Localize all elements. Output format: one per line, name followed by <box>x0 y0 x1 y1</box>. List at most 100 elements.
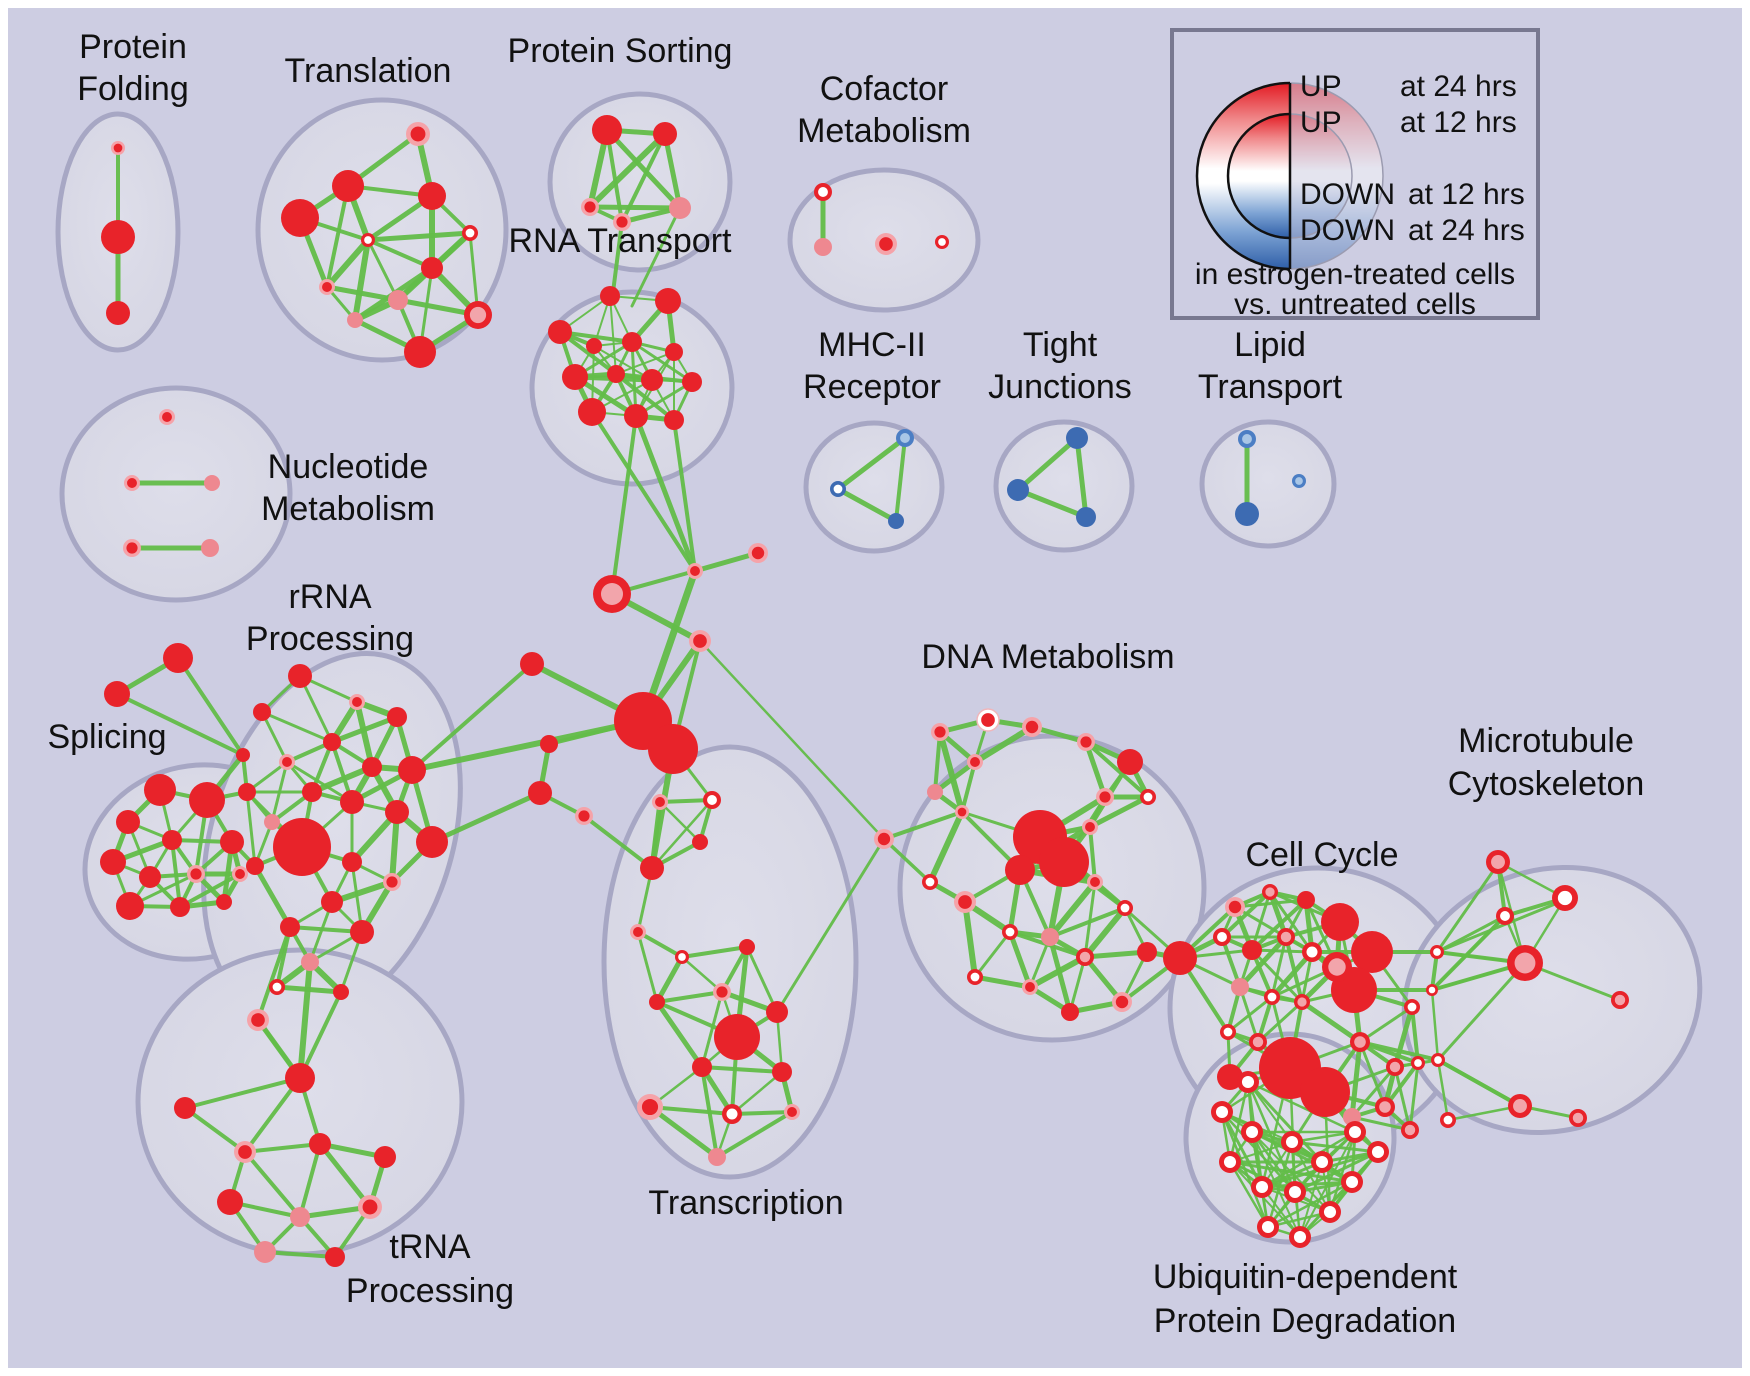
gene-node[interactable] <box>116 892 144 920</box>
gene-node[interactable] <box>220 830 244 854</box>
gene-node[interactable] <box>1039 837 1089 887</box>
gene-node[interactable] <box>350 920 374 944</box>
gene-node[interactable] <box>593 575 631 613</box>
gene-node[interactable] <box>421 257 443 279</box>
gene-node[interactable] <box>600 286 620 306</box>
gene-node[interactable] <box>1117 900 1133 916</box>
gene-node[interactable] <box>1297 891 1315 909</box>
gene-node[interactable] <box>264 814 280 830</box>
gene-node[interactable] <box>1061 1003 1079 1021</box>
gene-node[interactable] <box>1225 897 1245 917</box>
gene-node[interactable] <box>1002 924 1018 940</box>
gene-node[interactable] <box>281 199 319 237</box>
gene-node[interactable] <box>332 170 364 202</box>
gene-node[interactable] <box>1486 850 1510 874</box>
gene-node[interactable] <box>1611 991 1629 1009</box>
gene-node[interactable] <box>1257 1216 1279 1238</box>
gene-node[interactable] <box>1569 1109 1587 1127</box>
gene-node[interactable] <box>713 983 731 1001</box>
gene-node[interactable] <box>170 897 190 917</box>
gene-node[interactable] <box>748 543 768 563</box>
gene-node[interactable] <box>931 723 949 741</box>
gene-node[interactable] <box>362 757 382 777</box>
gene-node[interactable] <box>655 288 681 314</box>
gene-node[interactable] <box>1411 1056 1425 1070</box>
gene-node[interactable] <box>124 475 140 491</box>
gene-node[interactable] <box>1264 989 1280 1005</box>
gene-node[interactable] <box>406 122 430 146</box>
gene-node[interactable] <box>896 429 914 447</box>
gene-node[interactable] <box>703 791 721 809</box>
gene-node[interactable] <box>1140 789 1156 805</box>
gene-node[interactable] <box>418 182 446 210</box>
gene-node[interactable] <box>624 404 648 428</box>
gene-node[interactable] <box>290 1207 310 1227</box>
gene-node[interactable] <box>653 122 677 146</box>
gene-node[interactable] <box>1508 1094 1532 1118</box>
gene-node[interactable] <box>1507 945 1543 981</box>
gene-node[interactable] <box>247 1009 269 1031</box>
gene-node[interactable] <box>1041 928 1059 946</box>
gene-node[interactable] <box>830 481 846 497</box>
gene-node[interactable] <box>301 953 319 971</box>
gene-node[interactable] <box>361 233 375 247</box>
gene-node[interactable] <box>1426 984 1438 996</box>
gene-node[interactable] <box>1082 819 1098 835</box>
gene-node[interactable] <box>669 197 691 219</box>
gene-node[interactable] <box>687 563 703 579</box>
gene-node[interactable] <box>1117 749 1143 775</box>
gene-node[interactable] <box>1552 885 1578 911</box>
gene-node[interactable] <box>383 873 401 891</box>
gene-node[interactable] <box>204 475 220 491</box>
gene-node[interactable] <box>162 830 182 850</box>
gene-node[interactable] <box>321 891 343 913</box>
gene-node[interactable] <box>875 233 897 255</box>
gene-node[interactable] <box>144 774 176 806</box>
gene-node[interactable] <box>714 1014 760 1060</box>
gene-node[interactable] <box>581 198 599 216</box>
gene-node[interactable] <box>340 790 364 814</box>
gene-node[interactable] <box>288 664 312 688</box>
gene-node[interactable] <box>279 754 295 770</box>
gene-node[interactable] <box>1344 1121 1366 1143</box>
gene-node[interactable] <box>814 183 832 201</box>
gene-node[interactable] <box>174 1097 196 1119</box>
gene-node[interactable] <box>254 1241 276 1263</box>
gene-node[interactable] <box>692 834 708 850</box>
gene-node[interactable] <box>1281 1131 1303 1153</box>
gene-node[interactable] <box>689 630 711 652</box>
gene-node[interactable] <box>1241 1121 1263 1143</box>
gene-node[interactable] <box>665 343 683 361</box>
gene-node[interactable] <box>1219 1151 1241 1173</box>
gene-node[interactable] <box>1430 945 1444 959</box>
gene-node[interactable] <box>333 984 349 1000</box>
gene-node[interactable] <box>682 372 702 392</box>
gene-node[interactable] <box>888 513 904 529</box>
gene-node[interactable] <box>269 979 285 995</box>
gene-node[interactable] <box>967 969 983 985</box>
gene-node[interactable] <box>607 365 625 383</box>
gene-node[interactable] <box>349 694 365 710</box>
gene-node[interactable] <box>586 338 602 354</box>
gene-node[interactable] <box>722 1104 742 1124</box>
gene-node[interactable] <box>520 652 544 676</box>
gene-node[interactable] <box>1231 978 1249 996</box>
gene-node[interactable] <box>342 852 362 872</box>
gene-node[interactable] <box>1341 1171 1363 1193</box>
gene-node[interactable] <box>246 857 264 875</box>
gene-node[interactable] <box>1350 1032 1370 1052</box>
gene-node[interactable] <box>935 235 949 249</box>
gene-node[interactable] <box>123 539 141 557</box>
gene-node[interactable] <box>954 891 976 913</box>
gene-node[interactable] <box>388 290 408 310</box>
gene-node[interactable] <box>1321 903 1359 941</box>
gene-node[interactable] <box>100 849 126 875</box>
gene-node[interactable] <box>1322 952 1352 982</box>
gene-node[interactable] <box>540 735 558 753</box>
gene-node[interactable] <box>562 364 588 390</box>
gene-node[interactable] <box>1022 979 1038 995</box>
gene-node[interactable] <box>1211 1101 1233 1123</box>
gene-node[interactable] <box>1220 1024 1236 1040</box>
gene-node[interactable] <box>106 301 130 325</box>
gene-node[interactable] <box>1404 999 1420 1015</box>
